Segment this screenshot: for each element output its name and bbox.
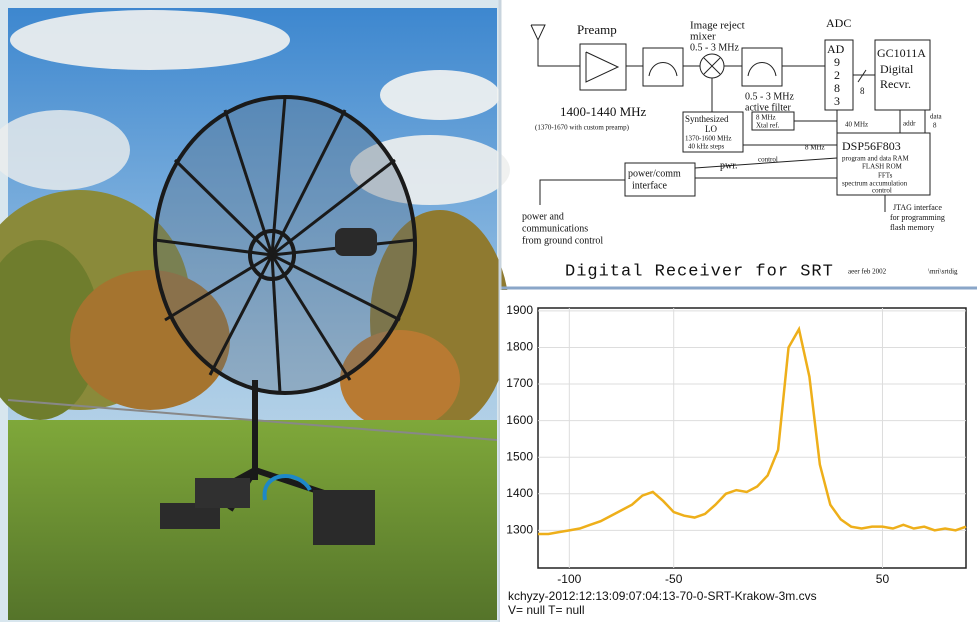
y-tick-label: 1300 bbox=[506, 523, 533, 537]
diagram-label: addr bbox=[903, 120, 916, 128]
y-tick-label: 1600 bbox=[506, 413, 533, 427]
diagram-label: mixer bbox=[690, 31, 716, 43]
diagram-label: program and data RAM bbox=[842, 155, 909, 163]
diagram-label: interface bbox=[632, 180, 668, 191]
chart-caption: V= null T= null bbox=[508, 603, 585, 617]
diagram-label: 1370-1600 MHz bbox=[685, 135, 731, 143]
diagram-label: DSP56F803 bbox=[842, 139, 901, 153]
diagram-label: Preamp bbox=[577, 22, 617, 37]
diagram-label: for programming bbox=[890, 213, 945, 222]
diagram-label: (1370-1670 with custom preamp) bbox=[535, 124, 630, 132]
diagram-label: Digital Receiver for SRT bbox=[565, 262, 834, 281]
diagram-label: active filter bbox=[745, 102, 791, 113]
y-tick-label: 1400 bbox=[506, 486, 533, 500]
page: PreampImage rejectmixer0.5 - 3 MHzADCAD9… bbox=[0, 0, 977, 622]
diagram-label: communications bbox=[522, 223, 588, 234]
diagram-label: aeer feb 2002 bbox=[848, 268, 887, 276]
diagram-label: 40 MHz bbox=[845, 121, 868, 129]
diagram-label: FFTs bbox=[878, 172, 893, 180]
diagram-label: pwr. bbox=[720, 160, 738, 171]
y-tick-label: 1900 bbox=[506, 303, 533, 317]
diagram-label: power/comm bbox=[628, 168, 681, 179]
diagram-label: AD bbox=[827, 42, 845, 56]
diagram-label: FLASH ROM bbox=[862, 163, 903, 171]
diagram-label: 2 bbox=[834, 68, 840, 82]
diagram-label: 8 bbox=[933, 122, 937, 130]
diagram-label: ADC bbox=[826, 16, 851, 30]
y-tick-label: 1500 bbox=[506, 449, 533, 463]
diagram-label: from ground control bbox=[522, 235, 603, 246]
diagram-label: data bbox=[930, 113, 943, 121]
diagram-label: 8 bbox=[834, 81, 840, 95]
diagram-label: power and bbox=[522, 211, 564, 222]
photo bbox=[0, 0, 510, 622]
diagram-label: 8 MHz bbox=[756, 114, 776, 122]
diagram-label: Recvr. bbox=[880, 77, 911, 91]
diagram-label: 0.5 - 3 MHz bbox=[745, 91, 794, 102]
diagram-label: control bbox=[872, 187, 892, 195]
diagram-label: Digital bbox=[880, 62, 914, 76]
diagram-label: 40 kHz steps bbox=[688, 143, 724, 151]
y-tick-label: 1800 bbox=[506, 340, 533, 354]
x-tick-label: 50 bbox=[876, 572, 890, 586]
x-tick-label: -100 bbox=[557, 572, 581, 586]
diagram-label: Xtal ref. bbox=[756, 122, 780, 130]
diagram-label: control bbox=[758, 156, 778, 164]
diagram-label: 9 bbox=[834, 55, 840, 69]
diagram-label: LO bbox=[705, 124, 717, 134]
diagram-label: 3 bbox=[834, 94, 840, 108]
x-tick-label: -50 bbox=[665, 572, 683, 586]
diagram-label: JTAG interface bbox=[893, 203, 942, 212]
diagram-label: 1400-1440 MHz bbox=[560, 104, 647, 119]
diagram-label: 8 MHz bbox=[805, 144, 825, 152]
y-tick-label: 1700 bbox=[506, 376, 533, 390]
diagram-label: 0.5 - 3 MHz bbox=[690, 42, 739, 53]
composite: PreampImage rejectmixer0.5 - 3 MHzADCAD9… bbox=[0, 0, 977, 622]
diagram-label: 8 bbox=[860, 86, 865, 96]
diagram-label: \mri\srtdig bbox=[928, 268, 958, 276]
chart-caption: kchyzy-2012:12:13:09:07:04:13-70-0-SRT-K… bbox=[508, 589, 817, 603]
diagram-label: GC1011A bbox=[877, 46, 926, 60]
diagram-label: flash memory bbox=[890, 223, 934, 232]
diagram-label: Synthesized bbox=[685, 114, 729, 124]
